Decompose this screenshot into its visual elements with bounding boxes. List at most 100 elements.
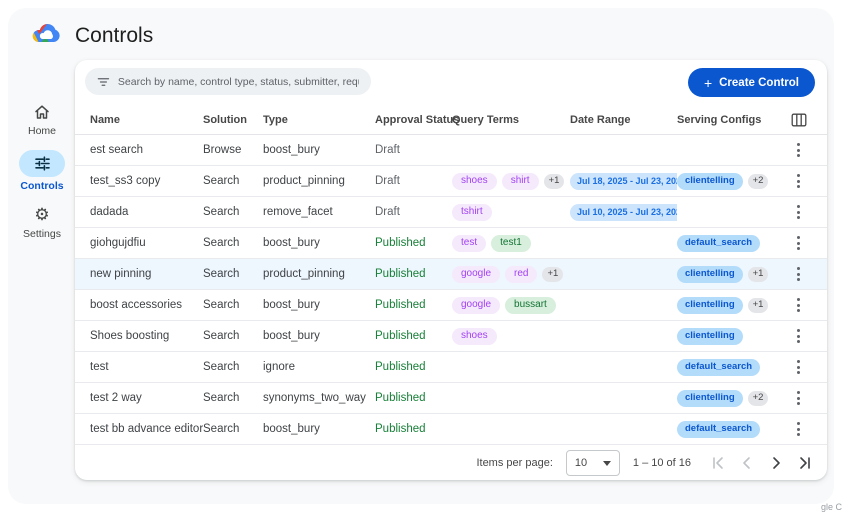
query-term-chip: test	[452, 234, 487, 252]
cell-name: dadada	[90, 206, 129, 218]
filter-icon	[97, 77, 110, 86]
cell-name: Shoes boosting	[90, 330, 170, 342]
google-cloud-logo	[32, 24, 60, 43]
query-term-chip: google	[452, 265, 501, 283]
cell-query-terms: test test1	[452, 234, 570, 252]
query-term-chip: google	[452, 296, 501, 314]
sidebar-item-controls[interactable]: Controls	[19, 150, 65, 192]
cell-type: ignore	[263, 361, 295, 373]
cell-approval-status: Published	[375, 268, 426, 280]
cell-name: est search	[90, 144, 144, 156]
kebab-menu-icon[interactable]	[791, 232, 806, 254]
column-header-solution[interactable]: Solution	[203, 113, 247, 126]
cell-serving-configs: default_search	[677, 234, 784, 252]
cell-approval-status: Published	[375, 361, 426, 373]
cell-type: boost_bury	[263, 299, 320, 311]
search-input[interactable]	[117, 75, 359, 88]
cell-type: product_pinning	[263, 268, 345, 280]
cell-solution: Search	[203, 361, 240, 373]
cell-actions	[784, 325, 817, 347]
kebab-menu-icon[interactable]	[791, 387, 806, 409]
items-per-page-select[interactable]: 10	[565, 450, 620, 476]
more-terms-chip: +1	[542, 266, 564, 282]
column-header-date-range[interactable]: Date Range	[570, 113, 631, 126]
cell-approval-status: Draft	[375, 144, 400, 156]
kebab-menu-icon[interactable]	[791, 139, 806, 161]
cell-type: synonyms_two_way	[263, 392, 366, 404]
table-row[interactable]: test Search ignore Published default_search	[75, 352, 827, 383]
serving-config-chip: clientelling	[677, 389, 743, 407]
sidebar-item-home[interactable]: Home	[28, 102, 56, 137]
column-header-serving-configs[interactable]: Serving Configs	[677, 113, 762, 126]
kebab-menu-icon[interactable]	[791, 325, 806, 347]
table-row[interactable]: giohgujdfiu Search boost_bury Published test…	[75, 228, 827, 259]
cell-serving-configs: clientelling +2	[677, 389, 784, 407]
cell-date-range: Jul 18, 2025 - Jul 23, 2025	[570, 172, 677, 190]
sidebar-item-settings[interactable]: ⚙︎ Settings	[23, 205, 61, 240]
next-page-button[interactable]	[766, 453, 786, 473]
table-body: est search Browse boost_bury Draft test_ss3 …	[75, 135, 827, 445]
cell-name: giohgujdfiu	[90, 237, 146, 249]
serving-config-chip: clientelling	[677, 172, 743, 190]
column-header-type[interactable]: Type	[263, 113, 288, 126]
kebab-menu-icon[interactable]	[791, 263, 806, 285]
home-icon	[35, 105, 49, 119]
last-page-button[interactable]	[795, 453, 815, 473]
cell-approval-status: Published	[375, 330, 426, 342]
cell-name: new pinning	[90, 268, 152, 280]
serving-config-chip: clientelling	[677, 296, 743, 314]
kebab-menu-icon[interactable]	[791, 201, 806, 223]
cell-name: boost accessories	[90, 299, 183, 311]
items-per-page-value: 10	[574, 457, 588, 469]
kebab-menu-icon[interactable]	[791, 356, 806, 378]
table-row[interactable]: est search Browse boost_bury Draft	[75, 135, 827, 166]
query-term-chip: tshirt	[452, 203, 492, 221]
kebab-menu-icon[interactable]	[791, 170, 806, 192]
table-row[interactable]: test bb advance editor Search boost_bury Pu…	[75, 414, 827, 445]
cell-solution: Search	[203, 423, 240, 435]
cell-query-terms: google red +1	[452, 265, 570, 283]
kebab-menu-icon[interactable]	[791, 418, 806, 440]
kebab-menu-icon[interactable]	[791, 294, 806, 316]
cell-serving-configs: clientelling +2	[677, 172, 784, 190]
table-row[interactable]: Shoes boosting Search boost_bury Published s…	[75, 321, 827, 352]
cell-approval-status: Published	[375, 423, 426, 435]
cell-type: boost_bury	[263, 423, 320, 435]
watermark-text: gle C	[820, 502, 842, 512]
serving-config-chip: clientelling	[677, 265, 743, 283]
table-row[interactable]: boost accessories Search boost_bury Publish…	[75, 290, 827, 321]
column-chooser-icon[interactable]	[791, 113, 807, 127]
column-header-query-terms[interactable]: Query Terms	[452, 113, 520, 126]
table-row[interactable]: test_ss3 copy Search product_pinning Draft s…	[75, 166, 827, 197]
date-range-chip: Jul 18, 2025 - Jul 23, 2025	[570, 172, 677, 190]
column-header-approval-status[interactable]: Approval Status	[375, 113, 460, 126]
column-header-name[interactable]: Name	[90, 113, 120, 126]
app-window: Controls Home Controls ⚙︎ Setti	[8, 8, 834, 504]
create-control-button[interactable]: + Create Control	[687, 68, 815, 97]
cell-actions	[784, 387, 817, 409]
serving-config-chip: default_search	[677, 358, 761, 376]
page-title: Controls	[75, 24, 154, 47]
more-terms-chip: +1	[543, 173, 565, 189]
table-row[interactable]: new pinning Search product_pinning Publishe…	[75, 259, 827, 290]
table-row[interactable]: test 2 way Search synonyms_two_way Publishe…	[75, 383, 827, 414]
cell-serving-configs: clientelling +1	[677, 296, 784, 314]
previous-page-button[interactable]	[737, 453, 757, 473]
cell-actions	[784, 201, 817, 223]
pager	[708, 453, 815, 473]
cell-serving-configs: default_search	[677, 358, 784, 376]
table-row[interactable]: dadada Search remove_facet Draft tshirt Jul 1…	[75, 197, 827, 228]
table-header: Name Solution Type Approval Status Query…	[75, 105, 827, 135]
cell-type: boost_bury	[263, 237, 320, 249]
cell-actions	[784, 170, 817, 192]
chevron-down-icon	[602, 460, 611, 466]
cell-name: test bb advance editor	[90, 423, 203, 435]
search-bar[interactable]	[85, 68, 371, 95]
cell-serving-configs: clientelling +1	[677, 265, 784, 283]
cell-solution: Search	[203, 299, 240, 311]
sidebar-item-label: Controls	[20, 180, 64, 192]
query-term-chip: shirt	[501, 172, 539, 190]
sidebar-item-label: Home	[27, 125, 56, 137]
query-term-chip: shoes	[452, 327, 497, 345]
first-page-button[interactable]	[708, 453, 728, 473]
